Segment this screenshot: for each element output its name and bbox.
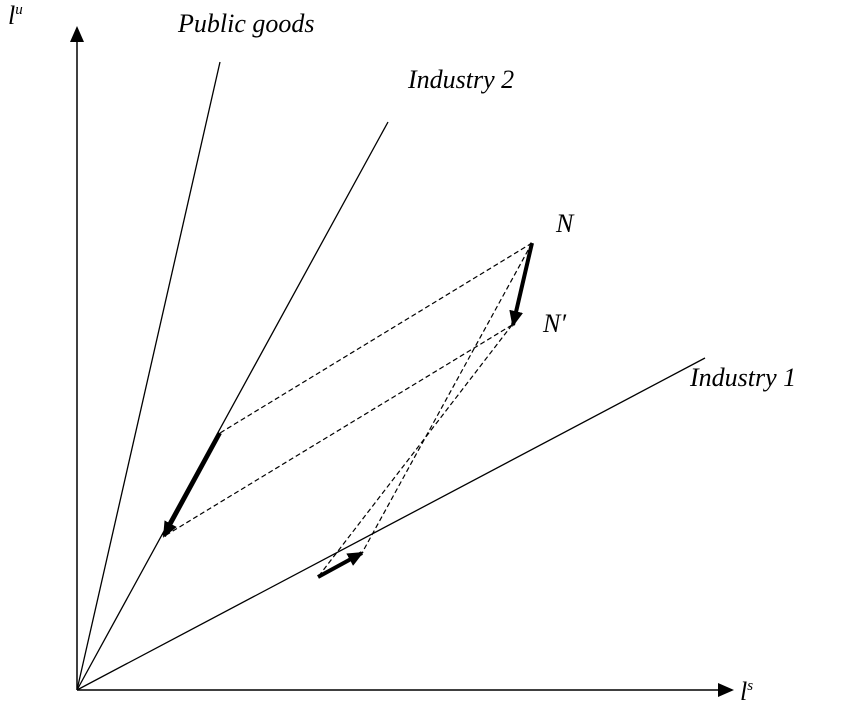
line-label: Industry 1 [689,363,796,392]
x-axis-label: ls [740,677,753,706]
public-goods-line [76,61,221,691]
axis-symbol: l [740,677,747,706]
dashed-projections [162,242,533,578]
dashed-line [361,242,533,554]
dashed-line [162,324,513,538]
dashed-line [317,324,513,578]
industry-1-line [76,357,706,691]
shift-arrow [162,432,222,538]
axis-superscript: s [747,678,753,694]
y-axis-label: lu [8,1,23,30]
point-label: N [555,209,575,238]
industry-2-line [76,121,389,691]
axis-superscript: u [15,2,23,18]
axis-symbol: l [8,1,15,30]
dashed-line [219,242,533,434]
point-label: N′ [542,309,566,338]
line-label: Public goods [177,9,315,38]
line-label: Industry 2 [407,65,514,94]
shift-arrow [509,242,534,327]
shift-arrow [317,551,364,579]
